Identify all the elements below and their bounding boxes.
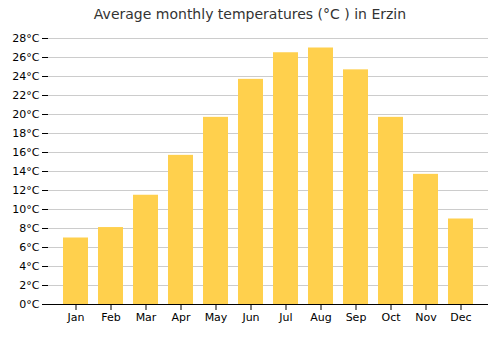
svg-text:10°C: 10°C	[12, 203, 39, 216]
svg-text:Feb: Feb	[101, 311, 120, 324]
svg-text:Jan: Jan	[67, 311, 85, 324]
svg-text:20°C: 20°C	[12, 108, 39, 121]
svg-text:16°C: 16°C	[12, 146, 39, 159]
svg-text:Dec: Dec	[450, 311, 471, 324]
svg-text:Apr: Apr	[171, 311, 191, 324]
svg-text:6°C: 6°C	[19, 241, 39, 254]
svg-text:8°C: 8°C	[19, 222, 39, 235]
svg-text:Jul: Jul	[278, 311, 292, 324]
svg-text:22°C: 22°C	[12, 89, 39, 102]
svg-text:4°C: 4°C	[19, 260, 39, 273]
svg-text:12°C: 12°C	[12, 184, 39, 197]
svg-text:Jun: Jun	[241, 311, 259, 324]
svg-text:Oct: Oct	[381, 311, 401, 324]
svg-text:24°C: 24°C	[12, 70, 39, 83]
html-text:Average monthly temperatures (: Average monthly temperatures (°C ) in Er…	[93, 6, 407, 22]
svg-text:14°C: 14°C	[12, 165, 39, 178]
svg-text:Aug: Aug	[310, 311, 331, 324]
svg-text:28°C: 28°C	[12, 32, 39, 45]
svg-text:0°C: 0°C	[19, 298, 39, 311]
svg-text:Sep: Sep	[346, 311, 367, 324]
svg-text:May: May	[205, 311, 228, 324]
svg-text:26°C: 26°C	[12, 51, 39, 64]
svg-text:18°C: 18°C	[12, 127, 39, 140]
svg-text:Mar: Mar	[136, 311, 157, 324]
svg-text:2°C: 2°C	[19, 279, 39, 292]
svg-text:Nov: Nov	[415, 311, 437, 324]
